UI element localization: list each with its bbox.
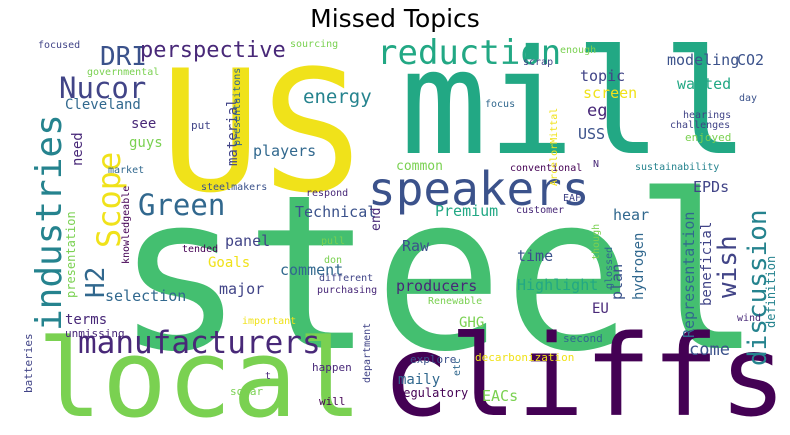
word-though: though <box>591 223 602 260</box>
word-eaf: EAF <box>563 193 582 204</box>
word-modeling: modeling <box>667 51 740 69</box>
word-explore: explore <box>410 353 457 366</box>
word-knowledgeable: knowledgeable <box>121 185 132 264</box>
word-wanted: wanted <box>677 75 732 93</box>
word-different: different <box>319 273 374 284</box>
word-scrap: scrap <box>523 57 554 68</box>
word-unmissing: unmissing <box>65 327 125 340</box>
word-steelmakers: steelmakers <box>201 182 268 193</box>
chart-title: Missed Topics <box>310 4 480 33</box>
word-definition: definition <box>764 255 777 328</box>
word-governmental: governmental <box>87 67 160 78</box>
word-t: t <box>265 371 272 382</box>
word-highlight: Highlight <box>517 276 599 294</box>
word-major: major <box>219 280 265 298</box>
word-screen: screen <box>583 84 638 102</box>
word-wish: wish <box>713 235 743 298</box>
word-market: market <box>108 165 145 176</box>
word-focus: focus <box>485 99 516 110</box>
word-speakers: speakers <box>368 162 590 216</box>
word-conventional: conventional <box>510 163 583 174</box>
word-presentaitons: presentaitons <box>232 67 243 146</box>
word-important: important <box>242 316 297 327</box>
word-common: common <box>396 159 443 174</box>
word-will: will <box>319 395 346 408</box>
word-premium: Premium <box>435 202 499 220</box>
word-manufacturers: manufacturers <box>78 325 321 361</box>
word-raw: Raw <box>402 237 430 255</box>
word-dri: DRI <box>100 42 147 72</box>
word-terms: terms <box>65 312 108 328</box>
word-cliffs: cliffs <box>382 312 777 426</box>
word-co2: CO2 <box>737 51 765 69</box>
word-eu: EU <box>592 301 609 317</box>
word-second: second <box>563 332 603 345</box>
word-etc: etc <box>452 357 463 376</box>
word-enjoyed: enjoyed <box>685 131 732 144</box>
word-eacs: EACs <box>482 387 519 405</box>
word-perspective: perspective <box>140 38 286 63</box>
word-technical: Technical <box>295 203 377 221</box>
word-day: day <box>739 93 758 104</box>
word-cloud: steel US mill local cliffs speakers redu… <box>15 36 777 426</box>
word-cleveland: Cleveland <box>65 97 141 113</box>
word-end: end <box>369 207 384 231</box>
word-uss: USS <box>578 125 606 143</box>
word-purchasing: purchasing <box>317 285 378 296</box>
word-come: come <box>689 340 730 360</box>
word-n: N <box>593 159 600 170</box>
word-happen: happen <box>312 361 352 374</box>
word-selection: selection <box>105 287 187 305</box>
word-mill: mill <box>400 36 750 188</box>
word-ghg: GHG <box>459 315 485 331</box>
word-producers: producers <box>396 277 478 295</box>
word-decarbonization: decarbonization <box>475 351 575 364</box>
word-glossed: glossed <box>604 246 615 289</box>
word-hydrogen: hydrogen <box>631 232 647 300</box>
word-reduction: reduction <box>377 36 562 73</box>
word-industries: industries <box>29 114 70 331</box>
word-arcelormittal: ArcelorMittal <box>549 107 560 186</box>
word-comment: comment <box>280 261 344 279</box>
word-players: players <box>253 142 317 160</box>
word-representation: Representation <box>680 211 698 338</box>
word-challenges: challenges <box>670 120 731 131</box>
word-us: US <box>160 36 363 230</box>
word-eg: eg <box>587 101 608 121</box>
word-sustainability: sustainability <box>635 162 720 173</box>
word-tended: tended <box>182 244 219 255</box>
word-steel: steel <box>115 148 763 399</box>
word-renewable: Renewable <box>428 296 483 307</box>
word-hear: hear <box>613 206 650 224</box>
word-don: don <box>324 255 343 266</box>
word-maily: maily <box>398 372 441 388</box>
word-green: Green <box>138 188 226 222</box>
word-panel: panel <box>225 232 271 250</box>
word-put: put <box>191 119 211 132</box>
word-epds: EPDs <box>693 178 730 196</box>
word-enough: enough <box>560 45 597 56</box>
word-customer: customer <box>516 205 565 216</box>
word-topic: topic <box>580 67 626 85</box>
word-energy: energy <box>303 86 372 108</box>
word-pull: pull <box>321 236 346 247</box>
word-wind: wind <box>737 313 762 324</box>
word-guys: guys <box>129 135 163 151</box>
word-solar: solar <box>230 385 264 398</box>
word-beneficial: beneficial <box>699 221 715 306</box>
word-goals: Goals <box>208 255 251 271</box>
word-nucor: Nucor <box>59 71 147 105</box>
word-sourcing: sourcing <box>290 39 339 50</box>
word-hearings: hearings <box>683 110 732 121</box>
word-respond: respond <box>306 188 349 199</box>
word-regulatory: Regulatory <box>396 386 469 400</box>
word-local: local <box>37 317 363 427</box>
word-batteries: batteries <box>22 333 35 393</box>
word-see: see <box>131 116 157 132</box>
word-need: need <box>70 132 86 166</box>
word-focused: focused <box>38 40 81 51</box>
word-department: department <box>362 322 373 383</box>
word-presentation: presentation <box>64 211 78 298</box>
word-time: time <box>517 247 554 265</box>
